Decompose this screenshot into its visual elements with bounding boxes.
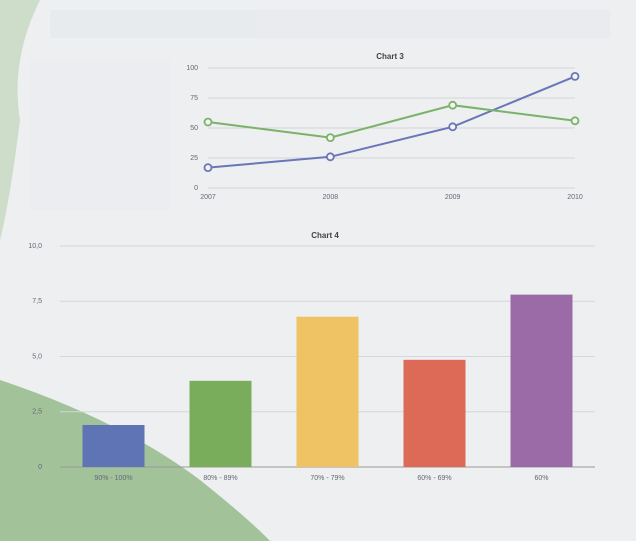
bar: [296, 316, 359, 467]
line: [207, 104, 576, 139]
table-header: [50, 10, 610, 38]
chart-title: Chart 4: [311, 231, 339, 240]
point: [570, 72, 580, 81]
bar: [82, 425, 145, 467]
x-tick-label: 80% - 89%: [203, 475, 237, 482]
y-tick-label: 75: [190, 95, 198, 102]
x-tick-label: 2010: [567, 194, 583, 201]
x-tick-label: 2008: [323, 194, 339, 201]
x-tick-label: 2009: [445, 194, 461, 201]
point: [570, 116, 580, 126]
bar: [403, 359, 466, 467]
y-tick-label: 10,0: [28, 243, 42, 250]
y-tick-label: 0: [194, 185, 198, 192]
x-tick-label: 2007: [200, 194, 216, 201]
y-tick-label: 7,5: [32, 298, 42, 305]
bar: [510, 294, 573, 467]
y-tick-label: 0: [38, 464, 42, 471]
y-tick-label: 2,5: [32, 409, 42, 416]
table-body: [30, 60, 170, 210]
x-tick-label: 90% - 100%: [94, 475, 132, 482]
point: [448, 100, 458, 110]
x-tick-label: 60%: [534, 475, 548, 482]
chart-title: Chart 3: [376, 52, 404, 61]
x-tick-label: 70% - 79%: [310, 475, 344, 482]
x-tick-label: 60% - 69%: [417, 475, 451, 482]
blurred-table: [30, 10, 610, 210]
point: [203, 117, 213, 127]
bar: [189, 380, 252, 467]
y-tick-label: 5,0: [32, 353, 42, 360]
y-tick-label: 25: [190, 155, 198, 162]
point: [325, 152, 335, 162]
point: [325, 133, 335, 143]
y-tick-label: 50: [190, 125, 198, 132]
point: [448, 122, 458, 132]
green-shape-top: [0, 0, 40, 240]
line: [207, 75, 576, 169]
point: [203, 163, 213, 173]
y-tick-label: 100: [186, 65, 198, 72]
